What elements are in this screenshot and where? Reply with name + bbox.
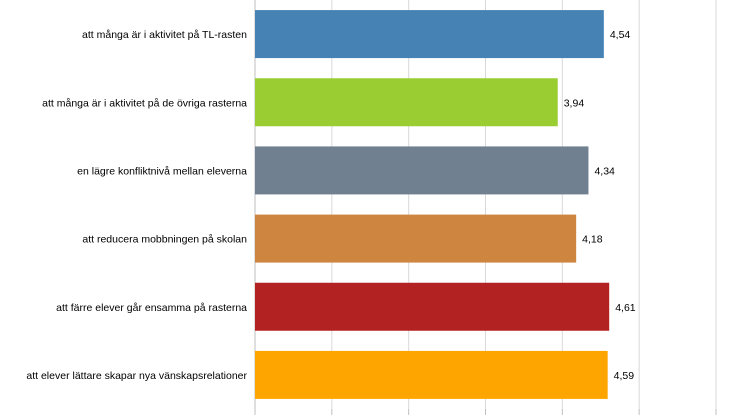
category-label: att många är i aktivitet på TL-rasten [82, 29, 247, 41]
category-label: att många är i aktivitet på de övriga ra… [42, 97, 247, 109]
value-label: 3,94 [564, 97, 585, 109]
bar [255, 282, 610, 331]
value-label: 4,59 [614, 370, 635, 382]
category-label: att reducera mobbningen på skolan [82, 234, 247, 246]
value-label: 4,18 [582, 234, 603, 246]
value-label: 4,34 [594, 165, 615, 177]
category-labels: att många är i aktivitet på TL-rasten att… [26, 29, 247, 382]
bar [255, 78, 558, 127]
value-label: 4,54 [610, 29, 631, 41]
bars [255, 10, 610, 399]
bar [255, 10, 604, 59]
category-label: att elever lättare skapar nya vänskapsre… [26, 370, 247, 382]
category-label: att färre elever går ensamma på rasterna [56, 302, 247, 314]
bar [255, 146, 589, 195]
gridlines [254, 0, 717, 415]
category-label: en lägre konfliktnivå mellan eleverna [77, 165, 247, 177]
value-labels: 4,54 3,94 4,34 4,18 4,61 4,59 [564, 29, 636, 382]
bar [255, 214, 577, 263]
value-label: 4,61 [615, 302, 636, 314]
bar [255, 350, 608, 399]
